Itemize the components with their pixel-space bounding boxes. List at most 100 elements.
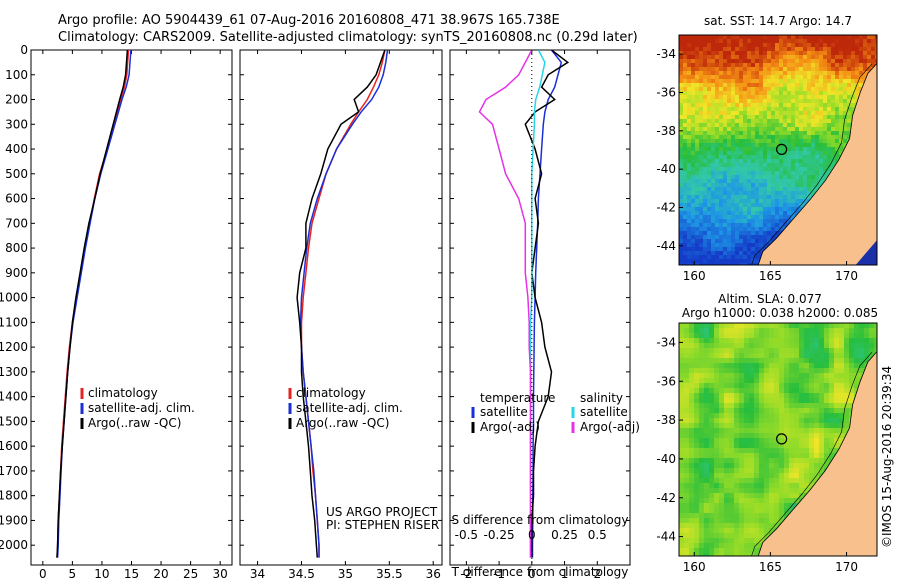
sst-map-cell [715,219,719,223]
sst-map-xtick-label: 160 [683,269,706,283]
sst-map-cell [703,95,707,99]
sst-map-cell [747,223,751,227]
sst-map-cell [787,87,791,91]
sla-map-cell [679,378,684,383]
sst-map-cell [775,199,779,203]
sla-map-cell [869,338,874,343]
sst-map-cell [783,171,787,175]
sst-map-cell [831,59,835,63]
sla-map-cell [809,363,814,368]
sst-map-cell [711,215,715,219]
sla-map-cell [679,518,684,523]
sst-map-cell [687,139,691,143]
sla-map-cell [694,358,699,363]
sst-map-cell [791,39,795,43]
sst-map-cell [695,183,699,187]
sst-map-cell [751,183,755,187]
sla-map-cell [759,518,764,523]
sla-map-cell [754,343,759,348]
sst-map-cell [727,219,731,223]
sst-map-cell [863,51,867,55]
sla-map-cell [689,518,694,523]
sst-map-cell [831,91,835,95]
sla-map-cell [784,508,789,513]
sst-map-cell [779,151,783,155]
sst-map-cell [819,91,823,95]
sla-map-cell [819,423,824,428]
sla-map-cell [694,378,699,383]
sst-map-cell [771,211,775,215]
sla-map-cell [779,483,784,488]
sla-map-cell [724,428,729,433]
sst-map-cell [699,211,703,215]
sst-map-cell [759,147,763,151]
sla-map-cell [729,433,734,438]
sst-map-cell [703,183,707,187]
sla-map-cell [744,403,749,408]
sst-map-cell [795,151,799,155]
sla-map-cell [774,328,779,333]
sst-map-cell [695,203,699,207]
sst-map-cell [739,95,743,99]
sla-map-cell [699,363,704,368]
sla-map-cell [744,478,749,483]
sst-map-cell [771,59,775,63]
sst-map-cell [691,179,695,183]
sla-map-cell [844,393,849,398]
sst-map-cell [687,59,691,63]
sst-map-cell [699,175,703,179]
sst-map-cell [851,75,855,79]
sla-map-cell [789,398,794,403]
sst-map-cell [791,67,795,71]
sst-map-cell [703,199,707,203]
sst-map-cell [795,175,799,179]
sla-map-cell [749,388,754,393]
sla-map-cell [759,533,764,538]
sst-map-cell [839,63,843,67]
sst-map-cell [807,139,811,143]
sla-map-cell [699,428,704,433]
sst-map-cell [747,67,751,71]
sst-map-cell [811,151,815,155]
sla-map-cell [709,418,714,423]
sst-map-cell [679,143,683,147]
sst-map-cell [751,35,755,39]
sla-map-cell [684,498,689,503]
sst-map-cell [831,55,835,59]
sst-map-cell [755,87,759,91]
sla-map-cell [824,423,829,428]
sst-map-cell [723,227,727,231]
sst-map-cell [875,55,877,59]
sla-map-cell [834,338,839,343]
sst-map-cell [803,115,807,119]
sla-map-cell [799,478,804,483]
sst-map-cell [767,139,771,143]
sla-map-cell [749,363,754,368]
sla-map-cell [844,428,849,433]
sla-map-cell [774,353,779,358]
sla-map-cell [824,453,829,458]
salinity-xtick-label: 35.5 [376,567,403,580]
sst-map-cell [775,39,779,43]
sst-map-cell [839,87,843,91]
sst-map-cell [683,79,687,83]
sst-map-cell [795,119,799,123]
sla-map-cell [729,418,734,423]
sla-map-cell [809,368,814,373]
sla-map-cell [694,433,699,438]
sst-map-cell [859,83,863,87]
sst-map-cell [683,195,687,199]
sla-map-cell [804,408,809,413]
sla-map-cell [814,348,819,353]
sla-map-cell [779,413,784,418]
sst-map-cell [819,167,823,171]
sla-map-cell [749,428,754,433]
sla-map-cell [749,488,754,493]
sst-map-cell [759,219,763,223]
sla-map-cell [789,433,794,438]
sla-map-cell [744,468,749,473]
sla-map-cell [699,473,704,478]
sla-map-cell [764,473,769,478]
sst-map-cell [747,147,751,151]
sla-map-cell [839,408,844,413]
